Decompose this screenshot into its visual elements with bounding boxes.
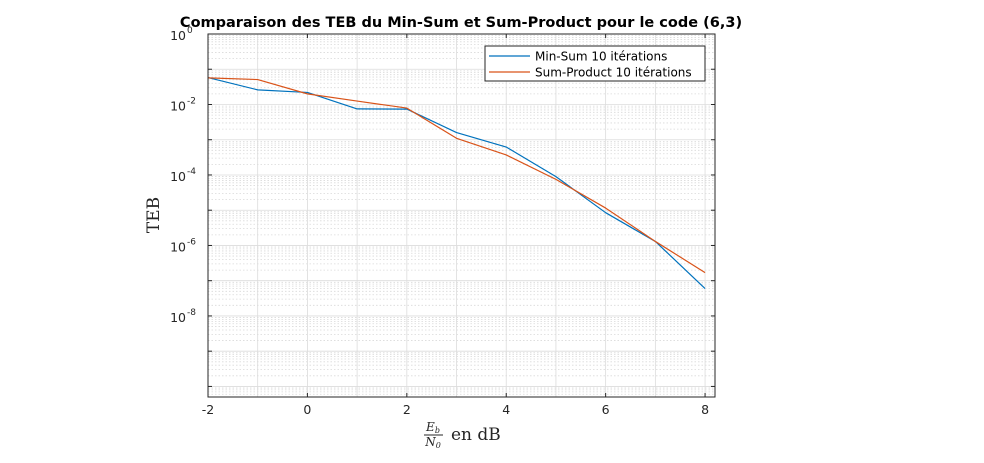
- tick-marks: [207, 33, 715, 397]
- series-line-0: [207, 76, 706, 289]
- series-layer: [207, 76, 706, 289]
- legend-label-min-sum: Min-Sum 10 itérations: [535, 50, 667, 64]
- y-tick-label: 10 -8: [170, 308, 196, 325]
- legend: Min-Sum 10 itérations Sum-Product 10 ité…: [484, 45, 706, 82]
- y-tick-label-base: 10: [170, 28, 186, 43]
- series-line-1: [207, 77, 706, 274]
- y-tick-label-exponent: -6: [187, 237, 196, 247]
- x-tick-label: -2: [202, 402, 214, 417]
- legend-box: [484, 45, 706, 82]
- y-tick-label-base: 10: [170, 98, 186, 113]
- y-tick-label: 10 -4: [170, 167, 196, 184]
- y-tick-label-base: 10: [170, 310, 186, 325]
- axes-box: [207, 33, 716, 398]
- x-tick-label: 6: [602, 402, 610, 417]
- y-tick-label-exponent: -8: [187, 308, 196, 318]
- y-tick-label: 10 -6: [170, 237, 196, 254]
- y-tick-label: 10 -2: [170, 96, 196, 113]
- y-tick-label-base: 10: [170, 239, 186, 254]
- y-tick-label-base: 10: [170, 169, 186, 184]
- x-tick-label: 4: [502, 402, 510, 417]
- x-axis-label: Eb N0 en dB: [424, 420, 501, 450]
- x-tick-label: 2: [403, 402, 411, 417]
- x-label-numerator: Eb: [425, 420, 440, 435]
- x-label-denominator: N0: [424, 435, 441, 450]
- y-tick-label-exponent: -2: [187, 96, 196, 106]
- x-tick-label: 8: [701, 402, 709, 417]
- x-label-suffix: en dB: [451, 425, 501, 445]
- chart-title: Comparaison des TEB du Min-Sum et Sum-Pr…: [180, 15, 742, 31]
- legend-label-sum-product: Sum-Product 10 itérations: [535, 66, 692, 80]
- y-tick-label-exponent: 0: [187, 26, 193, 36]
- y-tick-label: 10 0: [170, 26, 193, 43]
- x-tick-labels: -2 0 2 4 6 8: [202, 402, 709, 417]
- x-tick-label: 0: [303, 402, 311, 417]
- y-axis-label: TEB: [144, 197, 164, 233]
- y-tick-label-exponent: -4: [187, 167, 196, 177]
- grid: [207, 33, 715, 397]
